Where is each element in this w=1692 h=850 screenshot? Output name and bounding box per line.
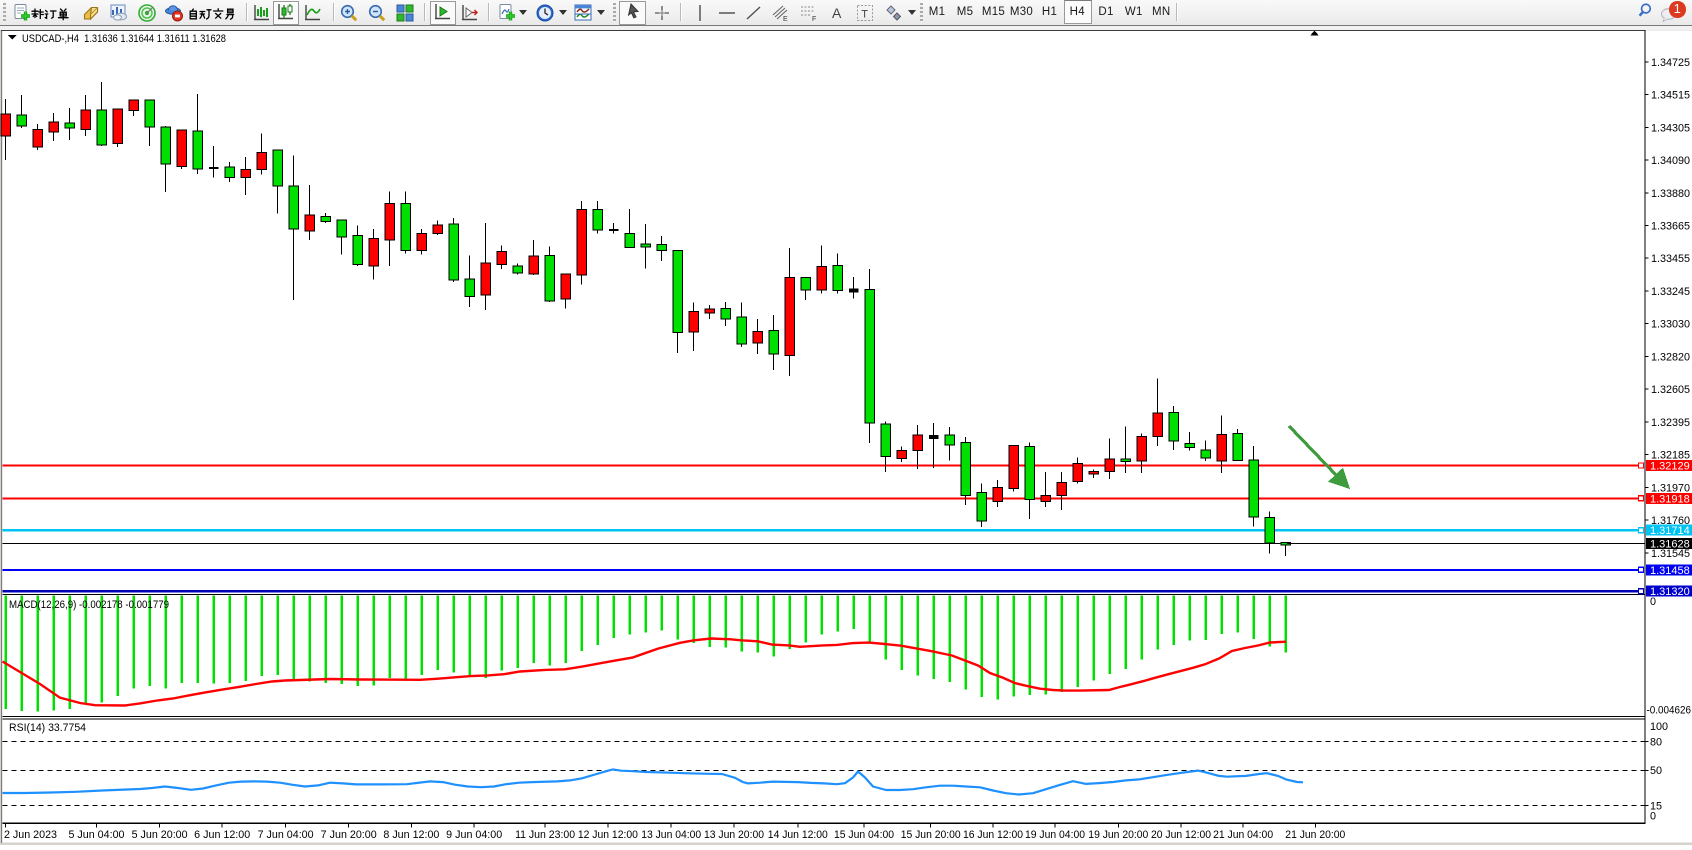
svg-text:12 Jun 12:00: 12 Jun 12:00: [578, 829, 638, 841]
svg-text:-0.004626: -0.004626: [1647, 705, 1692, 717]
svg-text:5 Jun 20:00: 5 Jun 20:00: [132, 829, 188, 841]
svg-text:RSI(14) 33.7754: RSI(14) 33.7754: [9, 722, 86, 734]
svg-text:1.31918: 1.31918: [1650, 493, 1690, 505]
svg-text:14 Jun 12:00: 14 Jun 12:00: [768, 829, 828, 841]
svg-text:2 Jun 2023: 2 Jun 2023: [4, 829, 57, 841]
svg-text:13 Jun 20:00: 13 Jun 20:00: [704, 829, 764, 841]
svg-text:50: 50: [1650, 765, 1662, 777]
svg-text:MACD(12,26,9) -0.002178 -0.001: MACD(12,26,9) -0.002178 -0.001779: [9, 599, 169, 611]
svg-text:1.34515: 1.34515: [1651, 90, 1690, 102]
svg-text:7 Jun 04:00: 7 Jun 04:00: [258, 829, 314, 841]
svg-text:0: 0: [1650, 811, 1656, 823]
svg-text:1.32395: 1.32395: [1651, 417, 1690, 429]
svg-text:19 Jun 20:00: 19 Jun 20:00: [1088, 829, 1148, 841]
svg-text:1.32605: 1.32605: [1651, 384, 1690, 396]
svg-text:16 Jun 12:00: 16 Jun 12:00: [963, 829, 1023, 841]
svg-text:1.31320: 1.31320: [1650, 586, 1690, 598]
svg-text:T: T: [861, 9, 868, 21]
svg-text:USDCAD-,H4 1.31636 1.31644 1.: USDCAD-,H4 1.31636 1.31644 1.31611 1.316…: [22, 33, 226, 45]
svg-text:1.31458: 1.31458: [1650, 565, 1690, 577]
svg-text:13 Jun 04:00: 13 Jun 04:00: [641, 829, 701, 841]
svg-text:7 Jun 20:00: 7 Jun 20:00: [321, 829, 377, 841]
svg-text:15 Jun 20:00: 15 Jun 20:00: [901, 829, 961, 841]
svg-text:5 Jun 04:00: 5 Jun 04:00: [69, 829, 125, 841]
svg-text:1.33880: 1.33880: [1651, 188, 1690, 200]
svg-text:1.31714: 1.31714: [1650, 525, 1690, 537]
svg-text:1.33245: 1.33245: [1651, 286, 1690, 298]
svg-text:6 Jun 12:00: 6 Jun 12:00: [194, 829, 250, 841]
svg-text:15 Jun 04:00: 15 Jun 04:00: [834, 829, 894, 841]
svg-text:1.33665: 1.33665: [1651, 221, 1690, 233]
svg-text:80: 80: [1650, 736, 1662, 748]
svg-text:1.32129: 1.32129: [1650, 461, 1690, 473]
svg-text:8 Jun 12:00: 8 Jun 12:00: [383, 829, 439, 841]
svg-text:F: F: [812, 16, 816, 23]
svg-text:E: E: [783, 16, 788, 23]
svg-text:1.34725: 1.34725: [1651, 57, 1690, 69]
svg-text:A: A: [832, 5, 842, 21]
svg-text:100: 100: [1650, 721, 1668, 733]
svg-text:11 Jun 23:00: 11 Jun 23:00: [515, 829, 575, 841]
svg-text:9 Jun 04:00: 9 Jun 04:00: [446, 829, 502, 841]
svg-text:1.34305: 1.34305: [1651, 122, 1690, 134]
svg-text:1.34090: 1.34090: [1651, 155, 1690, 167]
svg-text:1.33455: 1.33455: [1651, 253, 1690, 265]
svg-text:20 Jun 12:00: 20 Jun 12:00: [1151, 829, 1211, 841]
svg-text:21 Jun 04:00: 21 Jun 04:00: [1213, 829, 1273, 841]
svg-text:19 Jun 04:00: 19 Jun 04:00: [1025, 829, 1085, 841]
svg-text:1.33030: 1.33030: [1651, 319, 1690, 331]
svg-text:21 Jun 20:00: 21 Jun 20:00: [1285, 829, 1345, 841]
svg-text:1.31628: 1.31628: [1650, 538, 1690, 550]
svg-text:1.32820: 1.32820: [1651, 351, 1690, 363]
